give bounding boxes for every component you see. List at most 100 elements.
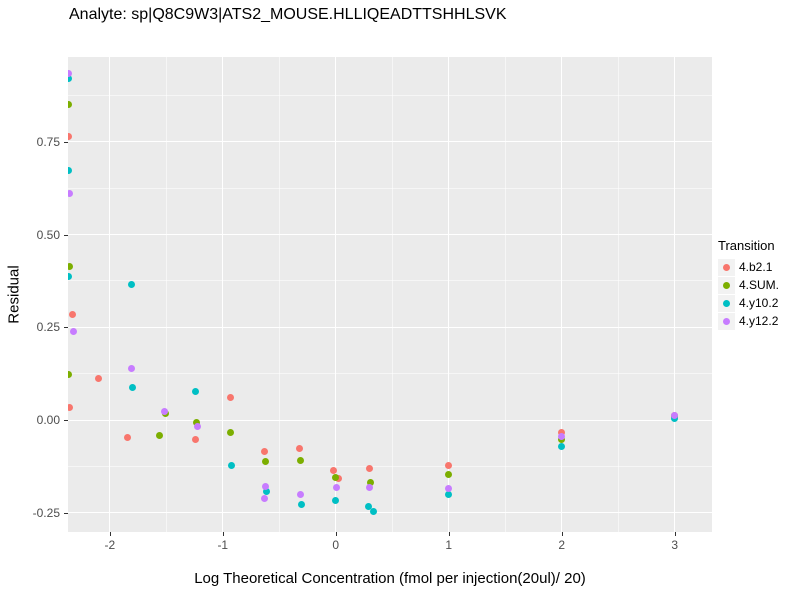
data-point [671, 412, 679, 420]
data-point [366, 465, 374, 473]
data-point [68, 167, 72, 175]
legend-dot [723, 299, 730, 307]
data-point [124, 434, 132, 442]
gridline-major-vertical [109, 57, 111, 532]
gridline-minor-horizontal [68, 280, 712, 282]
data-point [263, 487, 271, 495]
gridline-major-vertical [448, 57, 450, 532]
data-point [68, 272, 72, 280]
gridline-major-horizontal [68, 326, 712, 328]
gridline-major-vertical [674, 57, 676, 532]
legend-label: 4.y10.2 [739, 296, 779, 310]
x-tick-mark [448, 532, 450, 536]
data-point [332, 497, 340, 505]
data-point [296, 445, 304, 453]
legend-key [718, 294, 735, 312]
y-tick-label: 0.25 [36, 320, 60, 335]
gridline-major-horizontal [68, 141, 712, 143]
y-tick-label: -0.25 [32, 505, 60, 520]
gridline-minor-vertical [165, 57, 167, 532]
y-tick-label: 0.00 [36, 413, 60, 428]
x-tick-label: 2 [558, 538, 566, 552]
data-point [68, 371, 72, 379]
x-tick-mark [222, 532, 224, 536]
data-point [261, 448, 269, 456]
gridline-major-horizontal [68, 512, 712, 514]
data-point [68, 75, 72, 83]
data-point [68, 69, 72, 77]
data-point [369, 508, 377, 516]
x-tick-mark [561, 532, 563, 536]
legend-row: 4.y10.2 [718, 294, 779, 312]
data-point [333, 484, 341, 491]
data-point [70, 328, 78, 336]
gridline-minor-horizontal [68, 373, 712, 375]
x-tick-label: 3 [671, 538, 679, 552]
gridline-minor-vertical [391, 57, 393, 532]
legend-row: 4.y12.2 [718, 312, 779, 330]
data-point [227, 429, 235, 437]
data-point [95, 374, 102, 382]
data-point [194, 423, 202, 431]
y-tick-mark [64, 327, 68, 329]
legend-key [718, 276, 735, 294]
data-point [297, 456, 305, 464]
legend-dot [723, 317, 730, 325]
data-point [332, 473, 340, 481]
data-point [192, 435, 200, 443]
gridline-major-vertical [335, 57, 337, 532]
data-point [68, 101, 72, 109]
data-point [262, 458, 270, 466]
gridline-major-horizontal [68, 234, 712, 236]
gridline-major-vertical [561, 57, 563, 532]
gridline-minor-vertical [617, 57, 619, 532]
legend-key [718, 258, 735, 276]
data-point [445, 461, 453, 469]
x-tick-label: 0 [332, 538, 340, 552]
y-tick-mark [64, 141, 68, 143]
data-point [68, 189, 73, 197]
gridline-minor-vertical [504, 57, 506, 532]
x-tick-label: 1 [445, 538, 453, 552]
data-point [156, 432, 164, 440]
data-point [193, 419, 201, 427]
y-tick-label: 0.50 [36, 227, 60, 242]
data-point [445, 491, 453, 499]
data-point [330, 466, 337, 474]
data-point [192, 387, 200, 395]
data-point [365, 502, 373, 510]
y-tick-label: 0.75 [36, 134, 60, 149]
data-point [228, 462, 236, 470]
x-axis-title: Log Theoretical Concentration (fmol per … [194, 570, 586, 587]
data-point [69, 310, 77, 318]
data-point [558, 433, 566, 441]
legend-row: 4.SUM. [718, 276, 779, 294]
chart-title: Analyte: sp|Q8C9W3|ATS2_MOUSE.HLLIQEADTT… [69, 6, 507, 23]
data-point [128, 383, 136, 391]
x-tick-mark [109, 532, 111, 536]
data-point [68, 132, 72, 140]
y-axis-title-text: Residual [5, 265, 23, 324]
data-point [558, 428, 566, 436]
legend-label: 4.SUM. [739, 278, 780, 292]
data-point [367, 478, 375, 486]
gridline-major-vertical [222, 57, 224, 532]
y-tick-mark [64, 512, 68, 514]
gridline-minor-horizontal [68, 187, 712, 189]
y-tick-mark [64, 234, 68, 236]
gridline-minor-horizontal [68, 465, 712, 467]
data-point [227, 393, 235, 401]
data-point [127, 365, 135, 373]
data-point [68, 403, 73, 411]
legend-title: Transition [718, 238, 775, 253]
data-point [445, 471, 453, 479]
x-tick-mark [335, 532, 337, 536]
legend-dot [723, 263, 730, 271]
data-point [366, 484, 374, 491]
plot-panel [68, 57, 712, 532]
data-point [262, 482, 270, 490]
data-point [297, 491, 305, 499]
legend-key [718, 312, 735, 330]
gridline-minor-horizontal [68, 95, 712, 97]
